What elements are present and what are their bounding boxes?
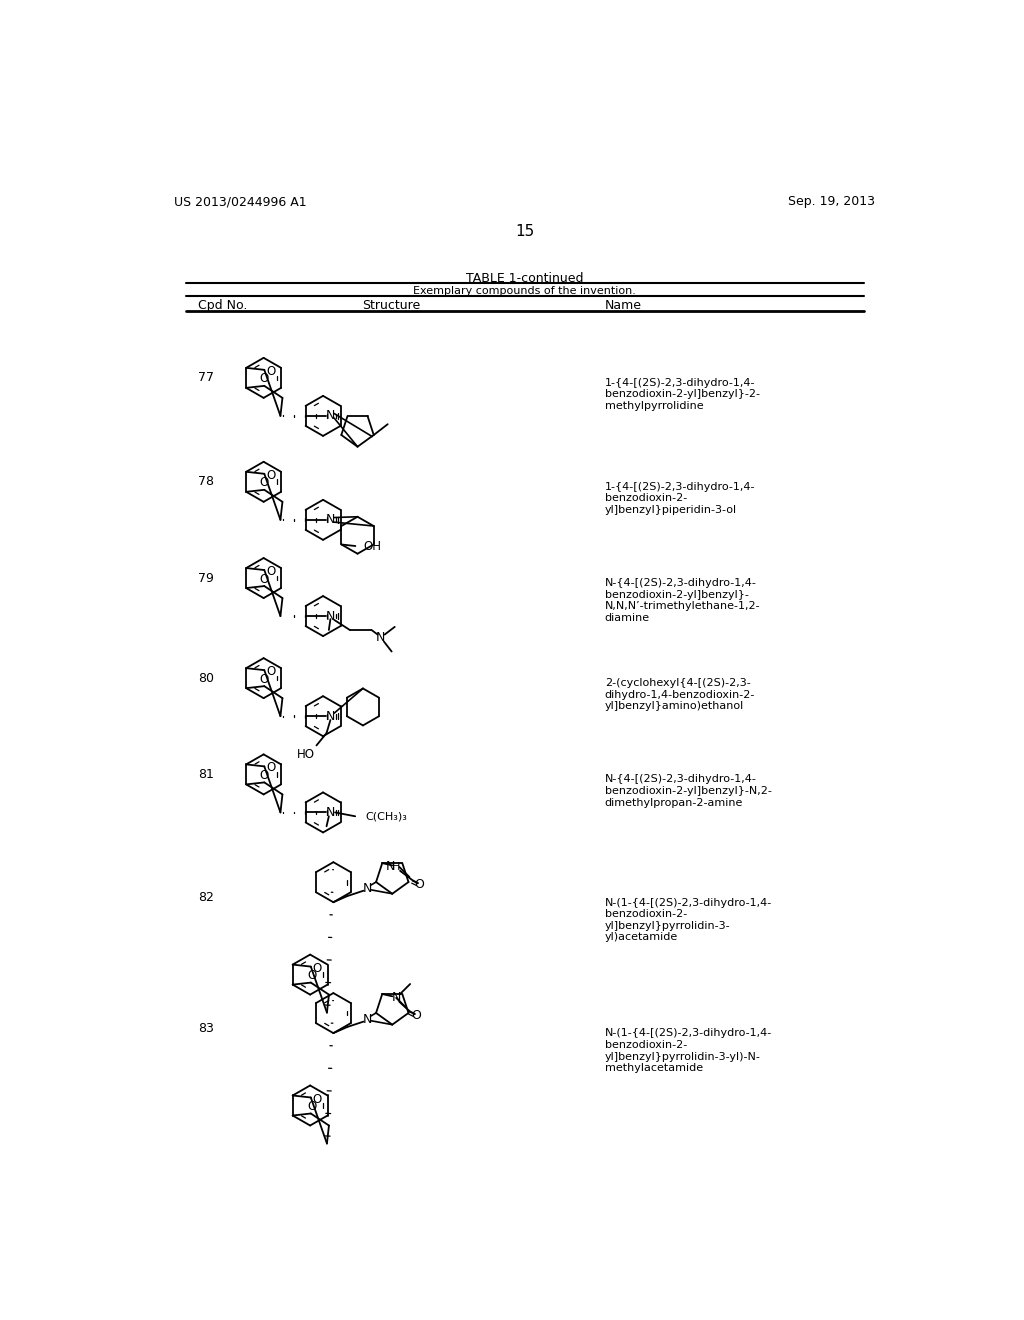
Text: N: N [326, 409, 335, 422]
Text: O: O [266, 364, 275, 378]
Text: O: O [308, 1100, 317, 1113]
Text: O: O [412, 1008, 421, 1022]
Text: N: N [362, 882, 372, 895]
Text: N-(1-{4-[(2S)-2,3-dihydro-1,4-
benzodioxin-2-
yl]benzyl}pyrrolidin-3-yl)-N-
meth: N-(1-{4-[(2S)-2,3-dihydro-1,4- benzodiox… [604, 1028, 772, 1073]
Text: 2-(cyclohexyl{4-[(2S)-2,3-
dihydro-1,4-benzodioxin-2-
yl]benzyl}amino)ethanol: 2-(cyclohexyl{4-[(2S)-2,3- dihydro-1,4-b… [604, 678, 755, 711]
Text: 1-{4-[(2S)-2,3-dihydro-1,4-
benzodioxin-2-yl]benzyl}-2-
methylpyrrolidine: 1-{4-[(2S)-2,3-dihydro-1,4- benzodioxin-… [604, 378, 760, 411]
Text: O: O [266, 469, 275, 482]
Text: O: O [260, 673, 269, 685]
Text: O: O [266, 762, 275, 775]
Text: US 2013/0244996 A1: US 2013/0244996 A1 [174, 195, 307, 209]
Text: 79: 79 [198, 572, 214, 585]
Text: O: O [415, 878, 424, 891]
Text: 82: 82 [198, 891, 214, 904]
Text: N-{4-[(2S)-2,3-dihydro-1,4-
benzodioxin-2-yl]benzyl}-
N,N,N’-trimethylethane-1,2: N-{4-[(2S)-2,3-dihydro-1,4- benzodioxin-… [604, 578, 760, 623]
Text: O: O [260, 477, 269, 490]
Text: H: H [392, 862, 400, 873]
Text: O: O [260, 372, 269, 385]
Text: N: N [326, 610, 335, 623]
Text: Sep. 19, 2013: Sep. 19, 2013 [788, 195, 876, 209]
Text: O: O [312, 962, 322, 974]
Text: N: N [326, 710, 335, 722]
Text: N: N [391, 991, 400, 1005]
Text: O: O [266, 665, 275, 678]
Text: Structure: Structure [362, 300, 421, 313]
Text: N-{4-[(2S)-2,3-dihydro-1,4-
benzodioxin-2-yl]benzyl}-N,2-
dimethylpropan-2-amine: N-{4-[(2S)-2,3-dihydro-1,4- benzodioxin-… [604, 775, 771, 808]
Text: 83: 83 [198, 1022, 214, 1035]
Text: TABLE 1-continued: TABLE 1-continued [466, 272, 584, 285]
Text: O: O [312, 1093, 322, 1106]
Text: N: N [326, 807, 335, 818]
Text: 15: 15 [515, 224, 535, 239]
Text: 80: 80 [198, 672, 214, 685]
Text: O: O [260, 770, 269, 781]
Text: 77: 77 [198, 371, 214, 384]
Text: Cpd No.: Cpd No. [198, 300, 247, 313]
Text: N: N [326, 513, 335, 527]
Text: N-(1-{4-[(2S)-2,3-dihydro-1,4-
benzodioxin-2-
yl]benzyl}pyrrolidin-3-
yl)acetami: N-(1-{4-[(2S)-2,3-dihydro-1,4- benzodiox… [604, 898, 772, 942]
Text: 1-{4-[(2S)-2,3-dihydro-1,4-
benzodioxin-2-
yl]benzyl}piperidin-3-ol: 1-{4-[(2S)-2,3-dihydro-1,4- benzodioxin-… [604, 482, 755, 515]
Text: N: N [362, 1012, 372, 1026]
Text: O: O [266, 565, 275, 578]
Text: Exemplary compounds of the invention.: Exemplary compounds of the invention. [414, 286, 636, 296]
Text: N: N [376, 631, 385, 644]
Text: Name: Name [604, 300, 642, 313]
Text: C(CH₃)₃: C(CH₃)₃ [366, 812, 408, 821]
Text: N: N [385, 861, 394, 874]
Text: O: O [260, 573, 269, 586]
Text: HO: HO [297, 748, 314, 762]
Text: OH: OH [364, 540, 381, 553]
Text: 78: 78 [198, 475, 214, 488]
Text: 81: 81 [198, 768, 214, 781]
Text: O: O [308, 969, 317, 982]
